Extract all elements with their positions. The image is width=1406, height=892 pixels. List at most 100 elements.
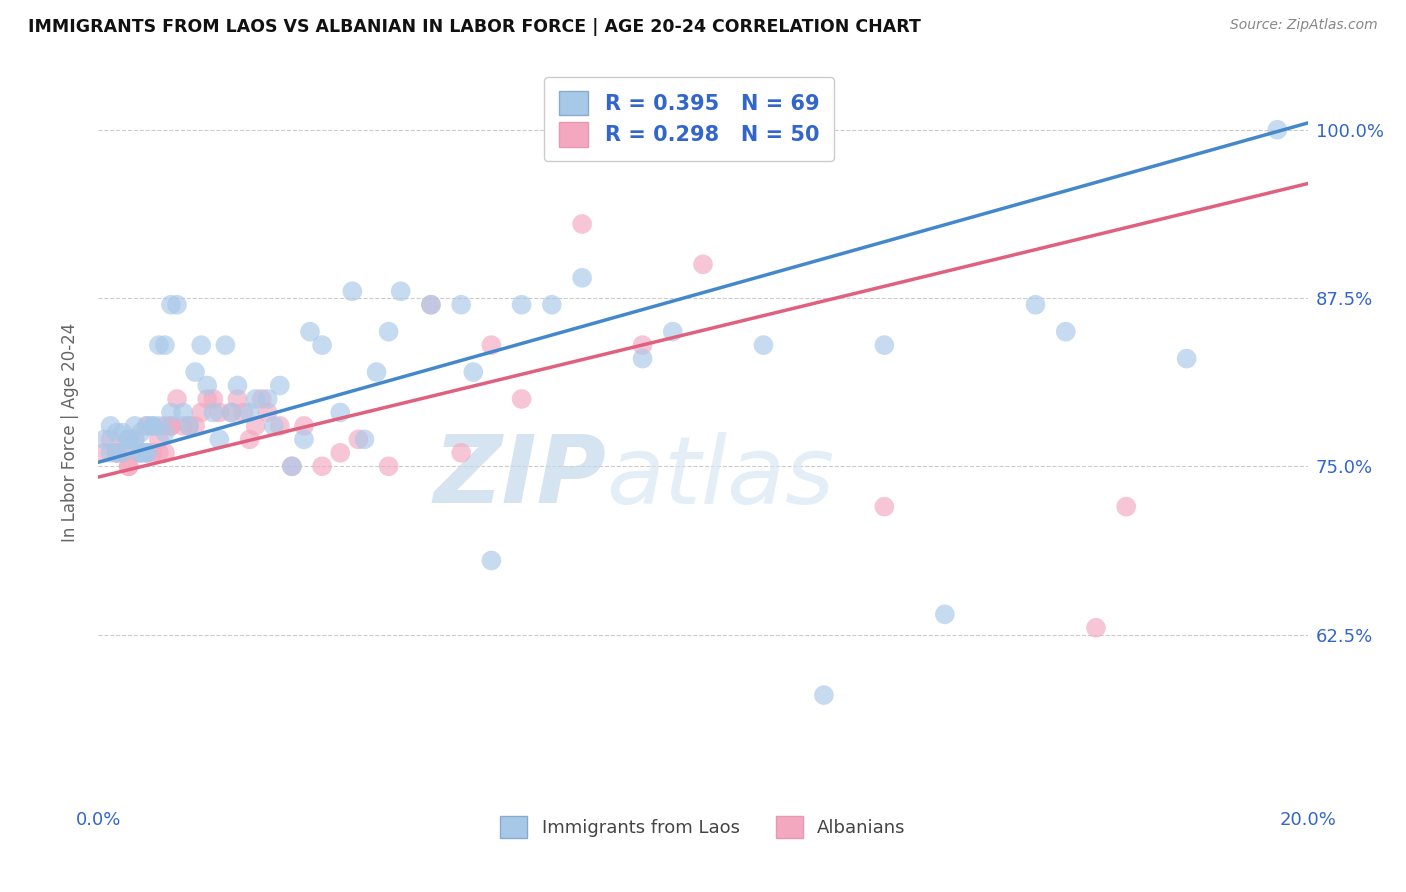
Point xyxy=(813,688,835,702)
Point xyxy=(281,459,304,474)
Point xyxy=(250,392,273,406)
Point xyxy=(118,433,141,447)
Point xyxy=(347,433,370,447)
Point xyxy=(100,433,122,447)
Point xyxy=(105,425,128,440)
Point xyxy=(148,338,170,352)
Point xyxy=(571,270,593,285)
Point xyxy=(208,405,231,419)
Point xyxy=(239,405,262,419)
Point xyxy=(179,418,201,433)
Point xyxy=(1085,621,1108,635)
Point xyxy=(118,433,141,447)
Point xyxy=(329,405,352,419)
Point xyxy=(135,418,157,433)
Point xyxy=(195,392,218,406)
Point xyxy=(135,446,157,460)
Point xyxy=(377,459,399,474)
Point xyxy=(342,285,364,299)
Point xyxy=(256,405,278,419)
Point xyxy=(105,446,128,460)
Point xyxy=(377,325,399,339)
Point xyxy=(692,257,714,271)
Point xyxy=(118,459,141,474)
Point xyxy=(510,298,533,312)
Text: Source: ZipAtlas.com: Source: ZipAtlas.com xyxy=(1230,18,1378,32)
Point xyxy=(1054,325,1077,339)
Point xyxy=(105,446,128,460)
Point xyxy=(1024,298,1046,312)
Point xyxy=(420,298,443,312)
Point xyxy=(631,338,654,352)
Point xyxy=(93,433,115,447)
Point xyxy=(184,418,207,433)
Point xyxy=(292,433,315,447)
Point xyxy=(160,298,183,312)
Point xyxy=(135,418,157,433)
Point xyxy=(208,433,231,447)
Point xyxy=(752,338,775,352)
Point xyxy=(111,425,134,440)
Point xyxy=(166,298,188,312)
Point xyxy=(195,378,218,392)
Point xyxy=(450,298,472,312)
Legend: Immigrants from Laos, Albanians: Immigrants from Laos, Albanians xyxy=(494,809,912,846)
Point xyxy=(571,217,593,231)
Point xyxy=(100,418,122,433)
Point xyxy=(135,446,157,460)
Text: atlas: atlas xyxy=(606,432,835,523)
Point xyxy=(510,392,533,406)
Point xyxy=(232,405,254,419)
Point xyxy=(148,446,170,460)
Point xyxy=(179,418,201,433)
Point xyxy=(226,392,249,406)
Text: ZIP: ZIP xyxy=(433,431,606,523)
Point xyxy=(135,446,157,460)
Point xyxy=(93,446,115,460)
Point xyxy=(118,433,141,447)
Point xyxy=(873,500,896,514)
Point xyxy=(129,446,152,460)
Point xyxy=(129,446,152,460)
Point xyxy=(190,405,212,419)
Point xyxy=(124,418,146,433)
Point xyxy=(245,418,267,433)
Point xyxy=(463,365,485,379)
Point xyxy=(631,351,654,366)
Point xyxy=(160,418,183,433)
Point xyxy=(142,446,165,460)
Point xyxy=(142,418,165,433)
Point xyxy=(873,338,896,352)
Point xyxy=(299,325,322,339)
Point xyxy=(129,425,152,440)
Point xyxy=(124,433,146,447)
Point xyxy=(329,446,352,460)
Point xyxy=(263,418,285,433)
Point xyxy=(481,553,503,567)
Point xyxy=(105,446,128,460)
Point xyxy=(172,405,194,419)
Point xyxy=(420,298,443,312)
Point xyxy=(172,418,194,433)
Point xyxy=(311,338,333,352)
Point xyxy=(245,392,267,406)
Point xyxy=(111,446,134,460)
Point xyxy=(269,418,291,433)
Point xyxy=(239,433,262,447)
Point xyxy=(269,378,291,392)
Point xyxy=(202,392,225,406)
Point xyxy=(481,338,503,352)
Point xyxy=(1175,351,1198,366)
Point xyxy=(221,405,243,419)
Point xyxy=(389,285,412,299)
Point xyxy=(661,325,683,339)
Point xyxy=(292,418,315,433)
Point xyxy=(190,338,212,352)
Point xyxy=(450,446,472,460)
Point xyxy=(1267,122,1289,136)
Point xyxy=(256,392,278,406)
Point xyxy=(124,433,146,447)
Y-axis label: In Labor Force | Age 20-24: In Labor Force | Age 20-24 xyxy=(60,323,79,542)
Point xyxy=(153,338,176,352)
Point xyxy=(366,365,388,379)
